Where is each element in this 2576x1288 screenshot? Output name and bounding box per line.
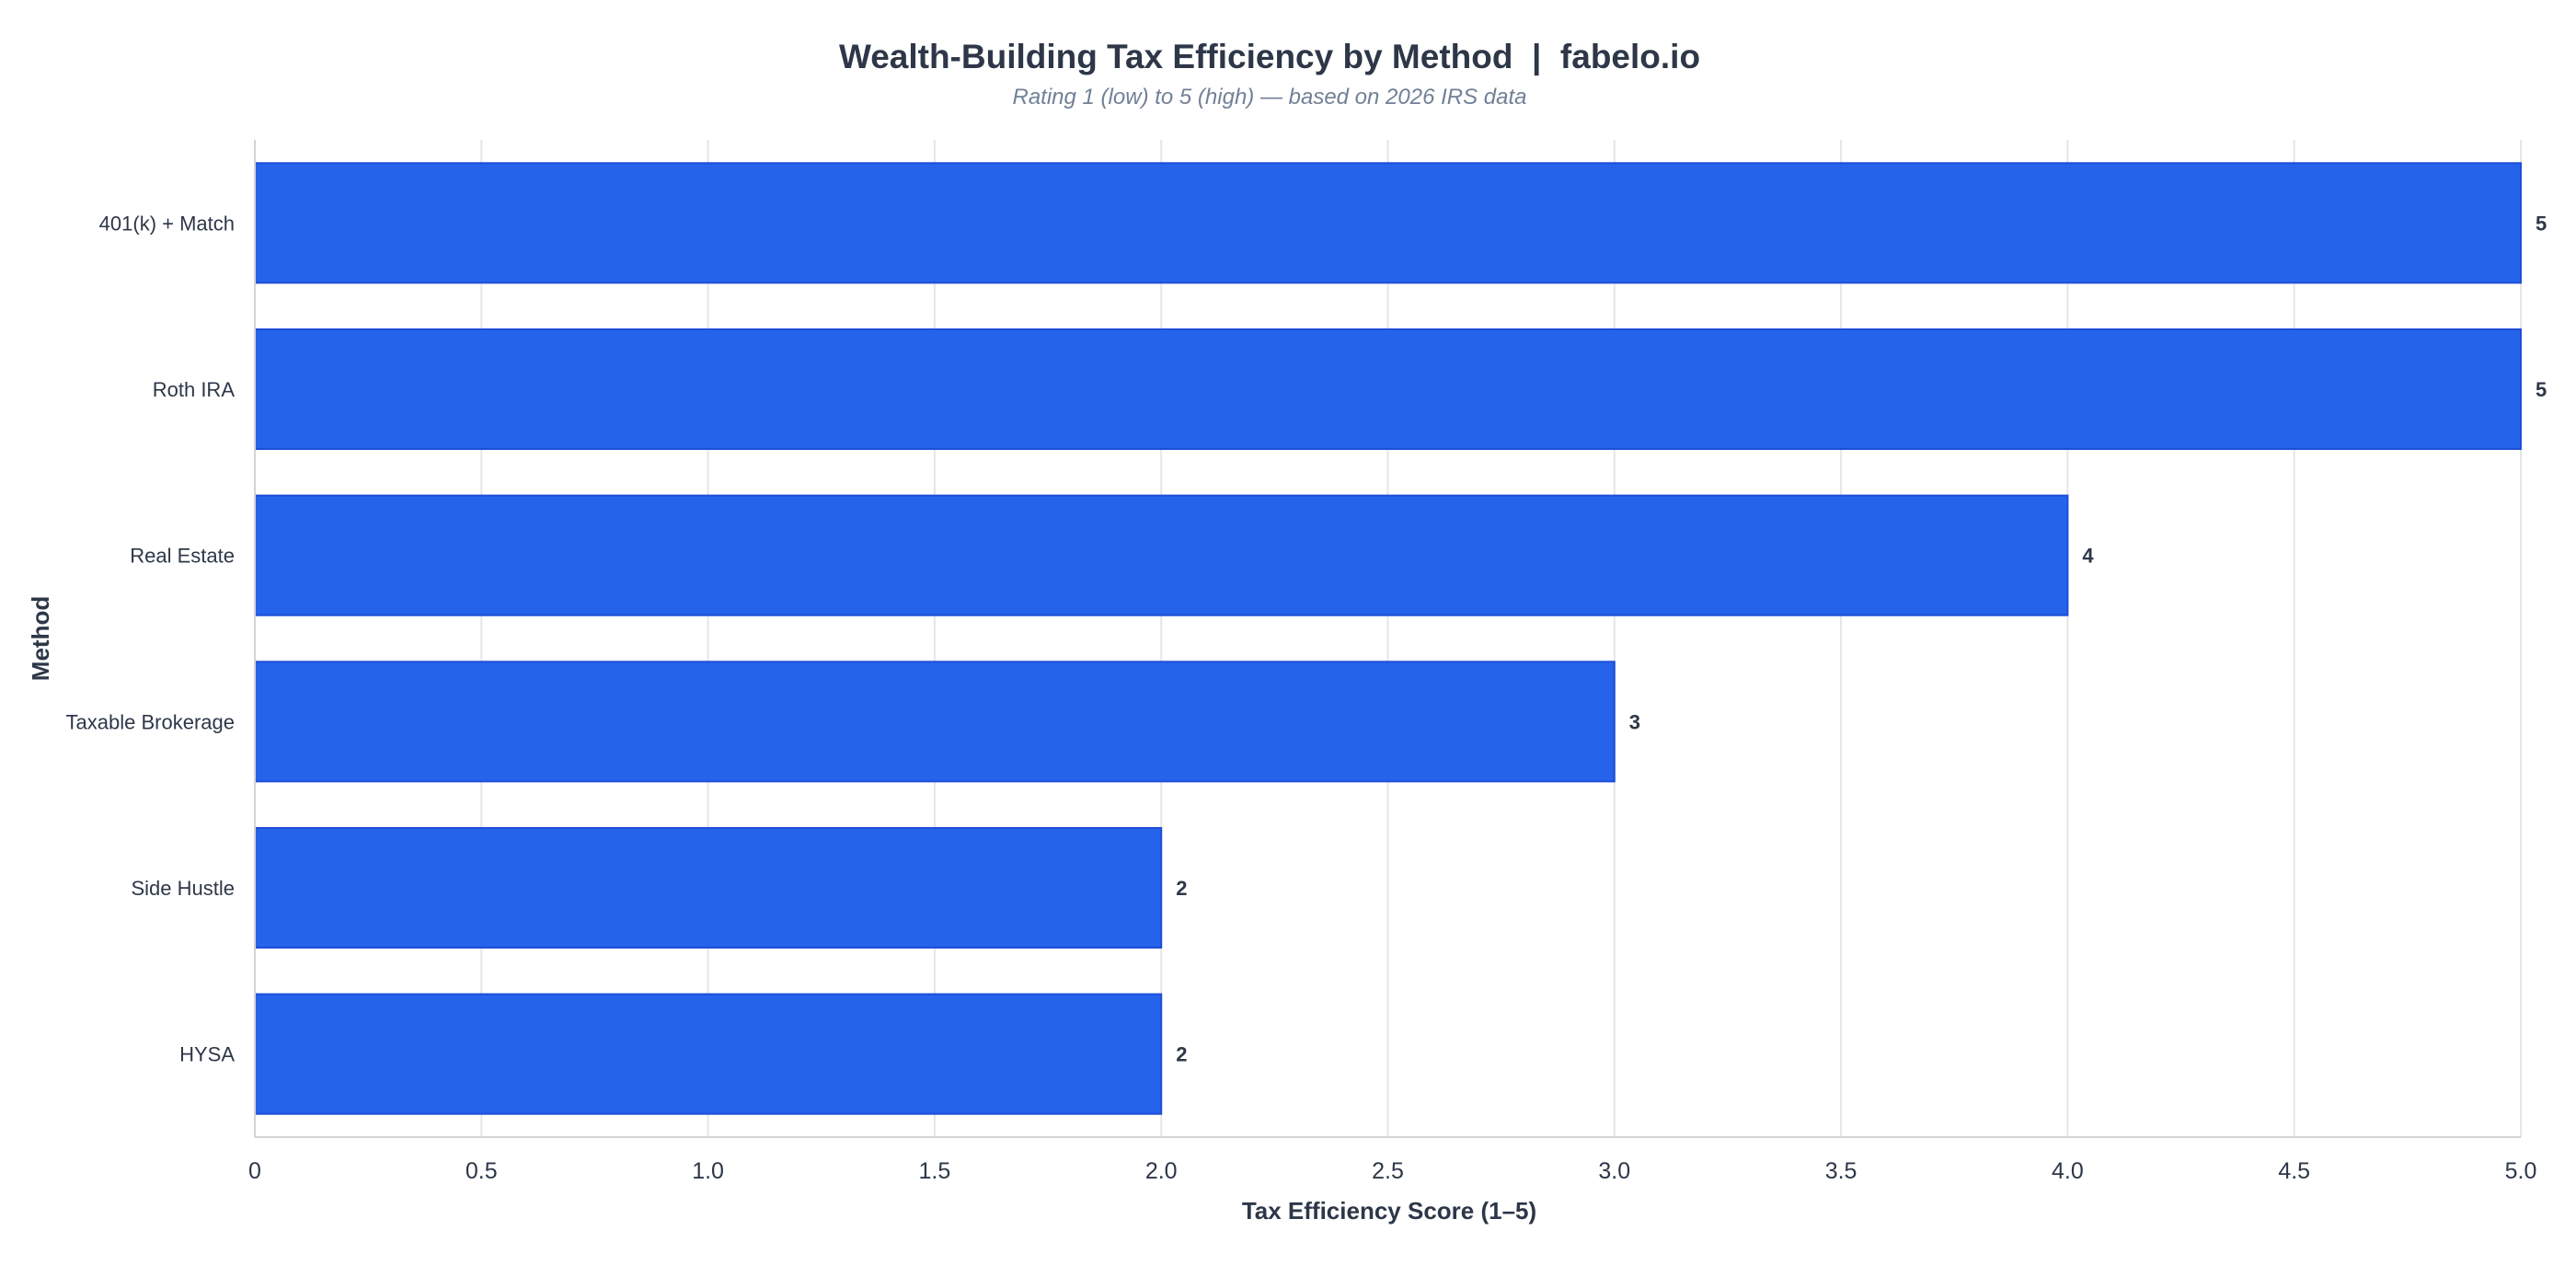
data-label: 2	[1176, 877, 1187, 900]
bar	[254, 993, 1163, 1115]
x-tick-label: 4.0	[2052, 1158, 2084, 1184]
y-axis-title: Method	[27, 596, 54, 681]
category-label: Taxable Brokerage	[66, 710, 235, 733]
x-tick-label: 2.5	[1372, 1158, 1404, 1184]
chart-subtitle: Rating 1 (low) to 5 (high) — based on 20…	[1013, 85, 1527, 109]
gridlines	[480, 140, 2522, 1137]
x-tick-label: 0.5	[466, 1158, 498, 1184]
bar	[254, 826, 1163, 949]
data-label: 3	[1629, 710, 1640, 733]
x-tick-label: 5.0	[2505, 1158, 2537, 1184]
chart-title: Wealth-Building Tax Efficiency by Method…	[839, 38, 1700, 76]
data-labels: 5 5 4 3 2 2	[1176, 212, 2547, 1065]
x-axis-tick-labels: 0 0.5 1.0 1.5 2.0 2.5 3.0 3.5 4.0 4.5 5.0	[248, 1158, 2536, 1184]
data-label: 4	[2082, 545, 2094, 568]
category-label: HYSA	[179, 1043, 235, 1066]
x-tick-label: 2.0	[1145, 1158, 1178, 1184]
bar	[254, 162, 2522, 284]
y-axis-category-labels: 401(k) + Match Roth IRA Real Estate Taxable…	[66, 212, 236, 1065]
bar	[254, 494, 2069, 616]
x-tick-label: 4.5	[2278, 1158, 2310, 1184]
x-tick-label: 1.0	[692, 1158, 724, 1184]
bars	[254, 162, 2522, 1115]
x-tick-label: 3.0	[1598, 1158, 1630, 1184]
x-tick-label: 1.5	[919, 1158, 951, 1184]
category-label: 401(k) + Match	[99, 212, 235, 235]
data-label: 5	[2536, 378, 2547, 401]
bar	[254, 328, 2522, 451]
x-tick-label: 0	[248, 1158, 261, 1184]
data-label: 5	[2536, 212, 2547, 235]
category-label: Side Hustle	[131, 877, 235, 900]
category-label: Roth IRA	[153, 378, 236, 401]
category-label: Real Estate	[130, 545, 235, 568]
x-axis-title: Tax Efficiency Score (1–5)	[1242, 1197, 1536, 1225]
x-tick-label: 3.5	[1825, 1158, 1857, 1184]
data-label: 2	[1176, 1043, 1187, 1066]
bar	[254, 661, 1616, 783]
